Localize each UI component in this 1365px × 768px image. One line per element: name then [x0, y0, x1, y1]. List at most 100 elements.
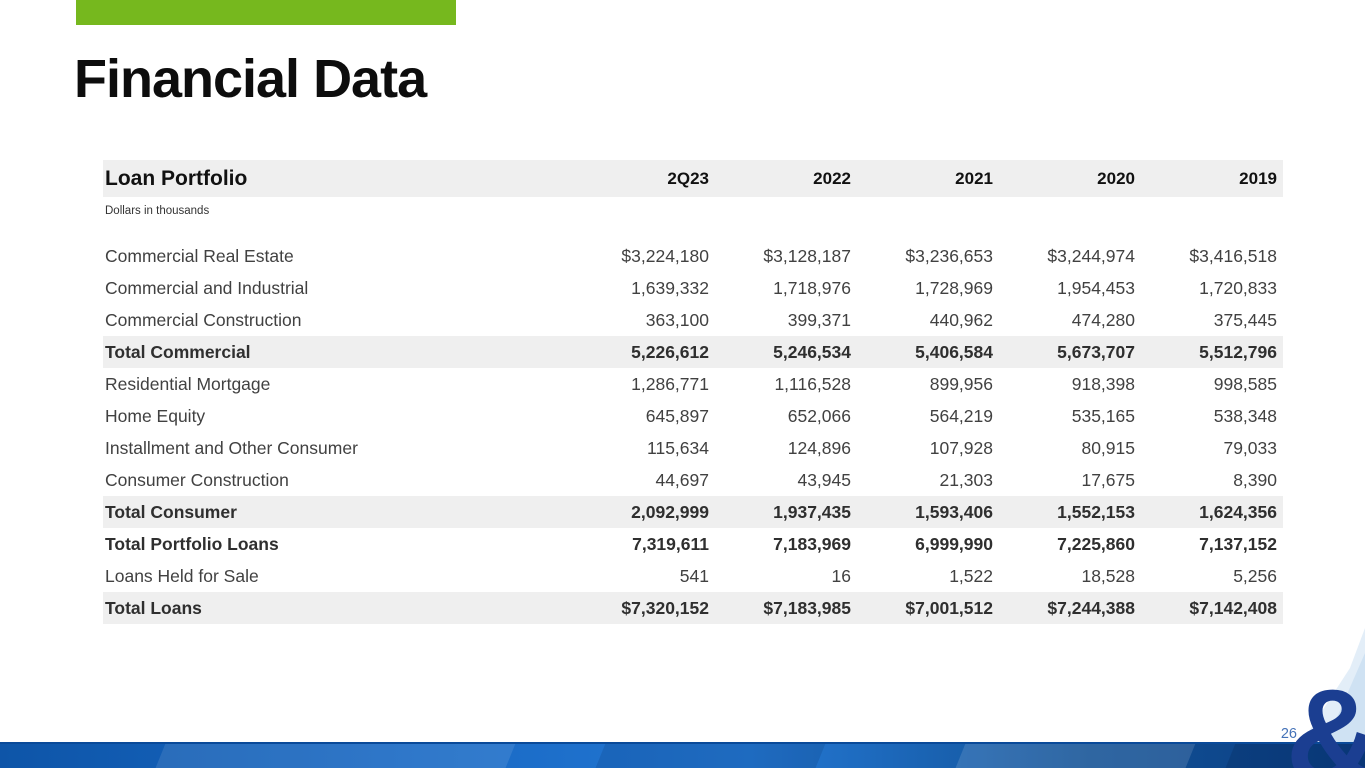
row-value: $7,320,152	[621, 597, 709, 618]
row-value: 5,246,534	[773, 341, 851, 362]
column-header-2019: 2019	[1239, 168, 1277, 188]
table-row: Residential Mortgage 1,286,771 1,116,528 89…	[103, 368, 1283, 400]
row-value: 1,937,435	[773, 501, 851, 522]
table-row: Loans Held for Sale 541 16 1,522 18,528 5,256	[103, 560, 1283, 592]
row-value: 5,512,796	[1199, 341, 1277, 362]
footer-facet	[594, 744, 826, 768]
row-value: $7,244,388	[1047, 597, 1135, 618]
row-value: 17,675	[1081, 469, 1135, 490]
row-label: Installment and Other Consumer	[105, 437, 358, 458]
row-value: 8,390	[1233, 469, 1277, 490]
table-row: Total Loans $7,320,152 $7,183,985 $7,001,51…	[103, 592, 1283, 624]
row-label: Total Loans	[105, 597, 202, 618]
row-value: $3,244,974	[1047, 245, 1135, 266]
row-value: 564,219	[929, 405, 993, 426]
table-title: Loan Portfolio	[105, 166, 248, 190]
row-value: 7,319,611	[632, 533, 709, 554]
row-value: 1,593,406	[915, 501, 993, 522]
row-value: 541	[679, 565, 709, 586]
table-row: Commercial Real Estate $3,224,180 $3,128,1…	[103, 240, 1283, 272]
row-value: 399,371	[787, 309, 851, 330]
footer-facet	[954, 744, 1196, 768]
row-value: 5,406,584	[915, 341, 993, 362]
row-value: 1,728,969	[915, 277, 993, 298]
table-row: Home Equity 645,897 652,066 564,219 535,165 5…	[103, 400, 1283, 432]
table-subtitle: Dollars in thousands	[105, 205, 210, 217]
row-value: 645,897	[645, 405, 709, 426]
row-value: 1,639,332	[631, 277, 709, 298]
row-label: Residential Mortgage	[105, 373, 271, 394]
row-value: 918,398	[1071, 373, 1135, 394]
row-value: $3,224,180	[621, 245, 709, 266]
table-row: Consumer Construction 44,697 43,945 21,303 1…	[103, 464, 1283, 496]
row-value: 79,033	[1223, 437, 1277, 458]
row-value: 474,280	[1071, 309, 1135, 330]
row-value: 535,165	[1071, 405, 1135, 426]
row-value: $3,236,653	[905, 245, 993, 266]
ampersand-logo: &	[1286, 670, 1365, 768]
row-label: Commercial and Industrial	[105, 277, 309, 298]
row-value: 440,962	[929, 309, 993, 330]
row-label: Total Consumer	[105, 501, 237, 522]
row-value: 18,528	[1081, 565, 1135, 586]
row-value: 107,928	[929, 437, 993, 458]
row-value: 1,624,356	[1199, 501, 1277, 522]
table-row: Total Commercial 5,226,612 5,246,534 5,406,…	[103, 336, 1283, 368]
row-value: 1,720,833	[1199, 277, 1277, 298]
row-value: 80,915	[1081, 437, 1135, 458]
column-header-2q23: 2Q23	[667, 168, 709, 188]
green-accent-bar	[76, 0, 456, 25]
row-value: $7,183,985	[763, 597, 851, 618]
row-value: 538,348	[1213, 405, 1277, 426]
footer-facet	[154, 744, 516, 768]
row-value: 2,092,999	[631, 501, 709, 522]
row-label: Consumer Construction	[105, 469, 289, 490]
loan-portfolio-table: Loan Portfolio 2Q23 2022 2021 2020 2019 …	[103, 160, 1283, 624]
row-value: 7,183,969	[773, 533, 851, 554]
row-value: $3,128,187	[763, 245, 851, 266]
row-label: Commercial Real Estate	[105, 245, 294, 266]
table-body: Commercial Real Estate $3,224,180 $3,128,1…	[103, 240, 1283, 624]
row-value: 44,697	[655, 469, 709, 490]
row-label: Commercial Construction	[105, 309, 302, 330]
row-value: 16	[831, 565, 851, 586]
row-label: Total Commercial	[105, 341, 251, 362]
row-value: 6,999,990	[915, 533, 993, 554]
row-value: 375,445	[1213, 309, 1277, 330]
row-value: 7,225,860	[1057, 533, 1135, 554]
row-value: 7,137,152	[1199, 533, 1277, 554]
row-value: 899,956	[929, 373, 993, 394]
table-row: Installment and Other Consumer 115,634 124…	[103, 432, 1283, 464]
row-value: 5,673,707	[1057, 341, 1135, 362]
column-header-2022: 2022	[813, 168, 851, 188]
row-value: 124,896	[787, 437, 851, 458]
row-value: 115,634	[647, 437, 709, 458]
row-value: 5,226,612	[631, 341, 709, 362]
row-value: $7,001,512	[905, 597, 993, 618]
row-value: $7,142,408	[1189, 597, 1277, 618]
row-label: Home Equity	[105, 405, 206, 426]
row-value: 21,303	[939, 469, 993, 490]
row-value: $3,416,518	[1189, 245, 1277, 266]
row-value: 363,100	[645, 309, 709, 330]
row-value: 5,256	[1233, 565, 1277, 586]
column-header-2020: 2020	[1097, 168, 1135, 188]
row-value: 1,954,453	[1057, 277, 1135, 298]
row-value: 1,286,771	[631, 373, 709, 394]
table-header-row: Loan Portfolio 2Q23 2022 2021 2020 2019	[103, 160, 1283, 197]
table-row: Total Portfolio Loans 7,319,611 7,183,969 6…	[103, 528, 1283, 560]
table-row: Commercial Construction 363,100 399,371 440…	[103, 304, 1283, 336]
row-value: 1,552,153	[1057, 501, 1135, 522]
table-row: Total Consumer 2,092,999 1,937,435 1,593,40…	[103, 496, 1283, 528]
row-value: 998,585	[1213, 373, 1277, 394]
row-value: 1,116,528	[774, 373, 851, 394]
slide-title: Financial Data	[74, 49, 427, 109]
footer-bar	[0, 742, 1365, 768]
row-label: Total Portfolio Loans	[105, 533, 279, 554]
row-value: 43,945	[797, 469, 851, 490]
row-value: 1,522	[949, 565, 993, 586]
column-header-2021: 2021	[955, 168, 993, 188]
row-value: 1,718,976	[773, 277, 851, 298]
table-row: Commercial and Industrial 1,639,332 1,718,…	[103, 272, 1283, 304]
